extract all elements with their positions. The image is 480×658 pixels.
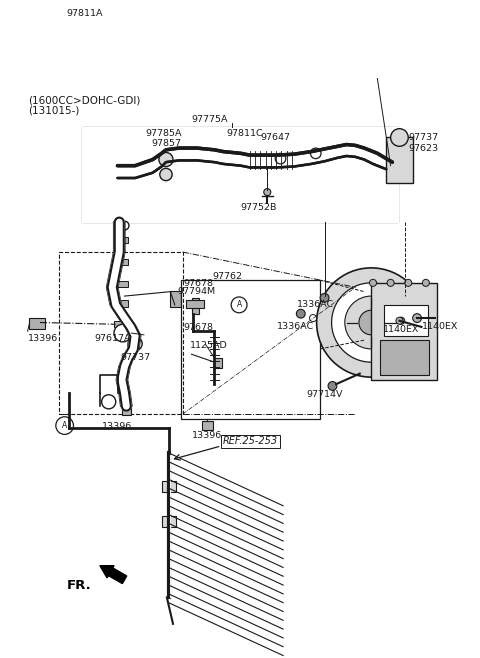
Circle shape [296,309,305,318]
Text: 1140EX: 1140EX [383,325,420,334]
Circle shape [345,296,397,349]
Bar [215,358,222,368]
Circle shape [160,168,172,181]
Circle shape [359,310,384,335]
Circle shape [396,317,403,324]
Circle shape [320,293,329,302]
Bar [380,340,429,375]
Text: 97752B: 97752B [240,203,276,213]
Text: 97678: 97678 [183,279,214,288]
FancyArrow shape [100,566,127,584]
Circle shape [132,341,138,346]
Circle shape [114,324,132,342]
Bar [114,320,128,327]
Circle shape [422,280,430,286]
Text: 97811C: 97811C [227,128,264,138]
Text: 1140EX: 1140EX [421,322,458,332]
Circle shape [120,221,129,230]
Circle shape [56,417,73,434]
Text: 97714V: 97714V [306,390,343,399]
Bar [162,481,176,492]
Circle shape [332,283,411,362]
Bar [114,281,128,288]
Text: 97737: 97737 [120,353,150,363]
Text: 97647: 97647 [260,133,290,142]
Text: 1336AC: 1336AC [277,322,314,330]
Bar [114,259,128,265]
Text: 97811A: 97811A [66,9,103,18]
Circle shape [405,280,412,286]
Circle shape [370,280,376,286]
Bar [192,298,199,314]
Circle shape [264,189,271,195]
Text: 97617A: 97617A [95,334,131,343]
Text: 1125AD: 1125AD [190,341,228,350]
Circle shape [159,153,173,166]
Bar [386,138,413,184]
Text: 97762: 97762 [213,272,242,281]
Bar [371,283,437,380]
Bar [202,421,213,430]
Circle shape [310,315,317,322]
Bar [122,401,131,415]
Bar [60,252,183,414]
Bar [384,305,428,336]
Text: FR.: FR. [66,578,91,592]
Text: 97623: 97623 [408,143,438,153]
Bar [162,517,176,527]
Text: A: A [62,421,67,430]
Text: 97857: 97857 [151,139,181,148]
Text: 97678: 97678 [183,323,214,332]
Text: 97785A: 97785A [146,128,182,138]
Text: (1600CC>DOHC-GDI): (1600CC>DOHC-GDI) [28,95,140,105]
Bar [114,237,128,243]
Circle shape [128,337,142,351]
Text: 13396: 13396 [102,422,132,431]
Text: 97775A: 97775A [192,115,228,124]
Text: A: A [237,301,242,309]
Bar [170,291,181,307]
Circle shape [231,297,247,313]
Circle shape [387,280,394,286]
Bar [186,299,204,309]
Circle shape [397,317,405,324]
Text: 1336AC: 1336AC [297,301,335,309]
Circle shape [328,382,337,390]
Circle shape [391,129,408,146]
Text: 97737: 97737 [408,133,438,142]
Text: REF.25-253: REF.25-253 [223,436,278,446]
Text: 97794M: 97794M [178,287,216,296]
Circle shape [413,314,421,322]
Bar [82,127,397,222]
Bar [181,280,320,419]
Circle shape [317,268,426,377]
Text: (131015-): (131015-) [28,106,79,116]
Bar [29,318,45,329]
Text: 13396: 13396 [28,334,58,343]
Bar [114,301,128,307]
Text: 13396: 13396 [192,431,223,440]
Circle shape [102,395,116,409]
